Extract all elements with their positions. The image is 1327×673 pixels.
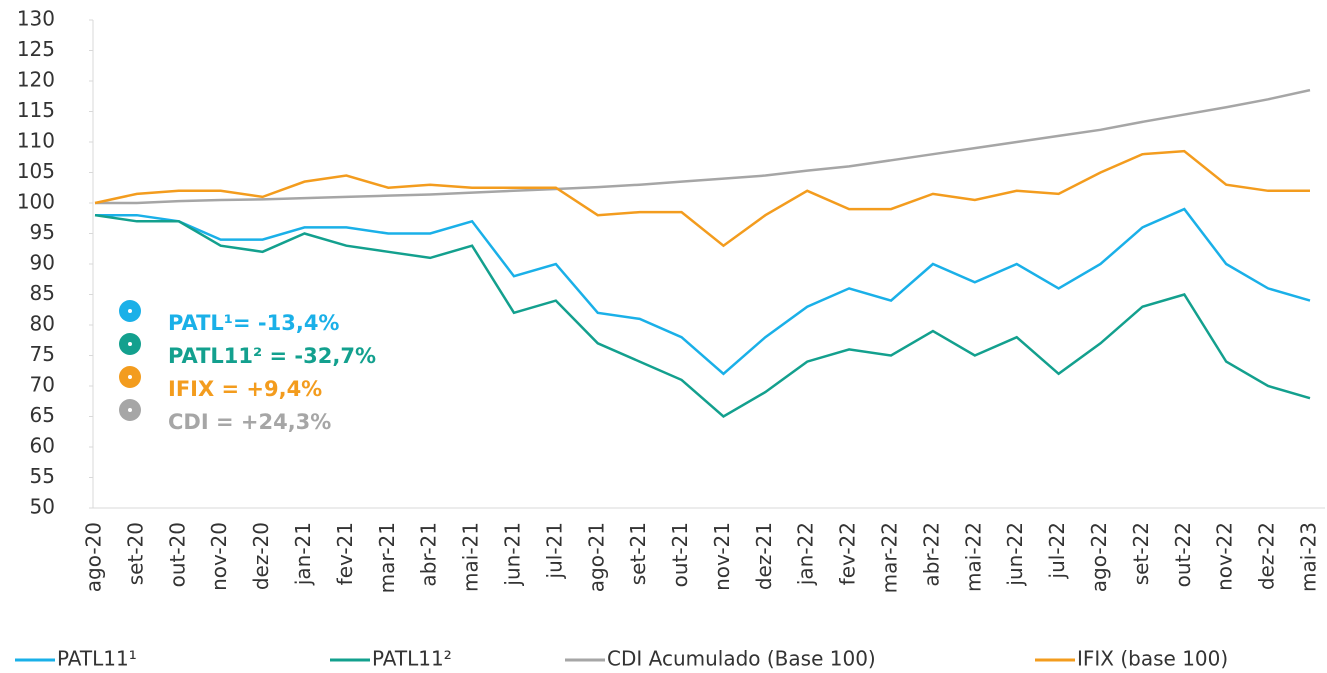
- x-tick-label: ago-21: [584, 522, 608, 592]
- y-tick-label: 85: [30, 281, 55, 305]
- x-tick-label: jun-22: [1003, 522, 1027, 587]
- legend-label: IFIX (base 100): [1077, 647, 1228, 671]
- x-tick-label: jul-21: [542, 522, 566, 579]
- y-tick-label: 95: [30, 220, 55, 244]
- x-tick-label: jan-21: [291, 522, 315, 586]
- x-tick-label: out-22: [1171, 522, 1195, 587]
- x-tick-label: dez-21: [752, 522, 776, 590]
- series-line: [95, 207, 1311, 376]
- x-tick-label: dez-20: [249, 522, 273, 590]
- y-tick-label: 65: [30, 403, 55, 427]
- x-tick-label: nov-20: [207, 522, 231, 591]
- y-tick-label: 90: [30, 251, 55, 275]
- x-tick-label: abr-22: [919, 522, 943, 587]
- y-tick-label: 60: [30, 434, 55, 458]
- annotation: PATL11² = -32,7%: [168, 344, 376, 368]
- y-tick-label: 105: [17, 159, 55, 183]
- x-tick-label: set-22: [1129, 522, 1153, 585]
- legend-label: PATL11¹: [57, 647, 137, 671]
- x-tick-label: out-21: [668, 522, 692, 587]
- x-tick-label: mai-21: [459, 522, 483, 592]
- annotation-dot-center: [128, 309, 132, 313]
- x-tick-label: ago-22: [1087, 522, 1111, 592]
- y-tick-label: 75: [30, 342, 55, 366]
- y-tick-label: 110: [17, 129, 55, 153]
- y-tick-label: 115: [17, 98, 55, 122]
- x-tick-label: ago-20: [82, 522, 106, 592]
- x-tick-label: mai-22: [961, 522, 985, 592]
- annotation: IFIX = +9,4%: [168, 377, 322, 401]
- series-line: [95, 88, 1311, 205]
- x-tick-label: dez-22: [1255, 522, 1279, 590]
- x-tick-label: nov-21: [710, 522, 734, 591]
- legend-label: CDI Acumulado (Base 100): [607, 647, 876, 671]
- x-tick-label: mar-21: [375, 522, 399, 593]
- y-tick-label: 100: [17, 190, 55, 214]
- x-tick-label: jul-22: [1045, 522, 1069, 579]
- annotation-dot-center: [128, 375, 132, 379]
- x-tick-label: out-20: [165, 522, 189, 587]
- x-tick-label: mar-22: [878, 522, 902, 593]
- x-tick-label: mai-23: [1297, 522, 1321, 592]
- y-tick-label: 80: [30, 312, 55, 336]
- x-tick-label: set-20: [123, 522, 147, 585]
- annotation-dot-center: [128, 408, 132, 412]
- y-tick-label: 125: [17, 37, 55, 61]
- annotation-dot-center: [128, 342, 132, 346]
- series-line: [94, 149, 1310, 248]
- y-tick-label: 50: [30, 495, 55, 519]
- x-tick-label: fev-22: [836, 522, 860, 585]
- x-tick-label: set-21: [626, 522, 650, 585]
- x-tick-label: nov-22: [1213, 522, 1237, 591]
- series-line: [94, 213, 1311, 419]
- x-tick-label: fev-21: [333, 522, 357, 585]
- y-tick-label: 120: [17, 68, 55, 92]
- y-tick-label: 70: [30, 373, 55, 397]
- x-tick-label: abr-21: [417, 522, 441, 587]
- y-tick-label: 130: [17, 7, 55, 31]
- annotation: CDI = +24,3%: [168, 410, 331, 434]
- annotation: PATL¹= -13,4%: [168, 311, 339, 335]
- x-tick-label: jun-21: [500, 522, 524, 587]
- x-tick-label: jan-22: [794, 522, 818, 586]
- y-tick-label: 55: [30, 464, 55, 488]
- legend-label: PATL11²: [372, 647, 452, 671]
